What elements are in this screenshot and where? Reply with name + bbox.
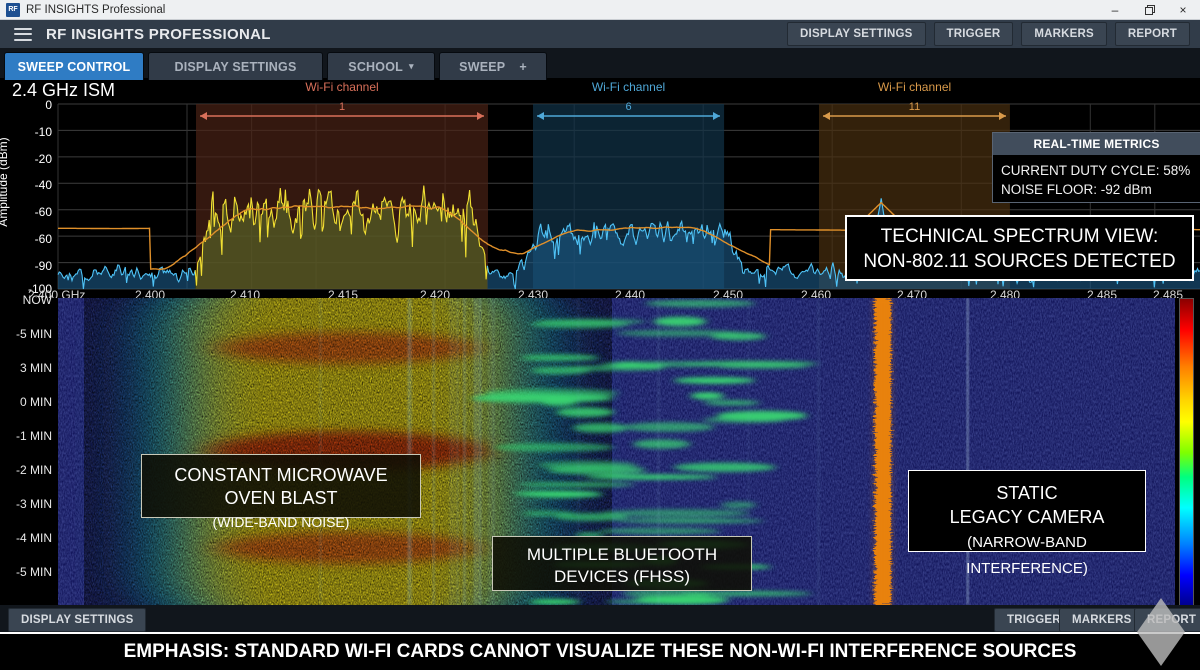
svg-text:Wi-Fi channel: Wi-Fi channel <box>592 80 665 94</box>
svg-text:Wi-Fi channel: Wi-Fi channel <box>878 80 951 94</box>
svg-text:6: 6 <box>625 101 631 113</box>
svg-text:1: 1 <box>339 101 345 113</box>
svg-text:Wi-Fi channel: Wi-Fi channel <box>305 80 378 94</box>
svg-text:11: 11 <box>909 101 920 113</box>
